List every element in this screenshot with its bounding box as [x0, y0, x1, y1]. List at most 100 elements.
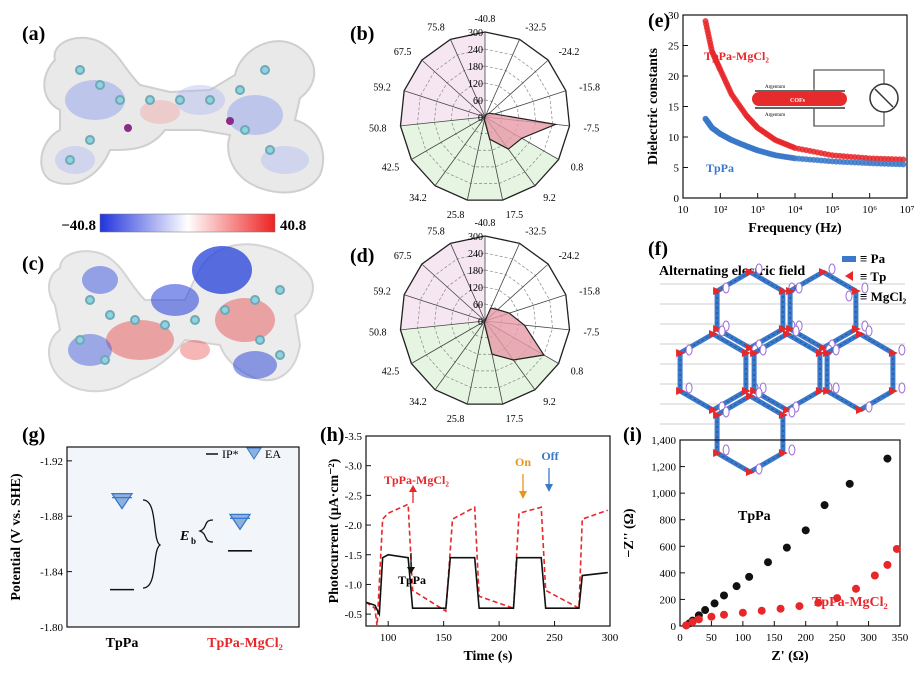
- y-tick-label-g: -1.84: [40, 567, 63, 579]
- legend-pa-symbol: [842, 256, 856, 262]
- x-tick-label-e: 10⁵: [825, 204, 840, 216]
- mgcl2-site: [898, 344, 906, 356]
- y-tick-label-e: 5: [674, 163, 680, 175]
- data-point-e: [900, 161, 907, 168]
- data-point-e: [900, 156, 907, 163]
- off-arrowhead: [545, 484, 553, 492]
- radar-spoke: [450, 39, 486, 118]
- tp-node: [746, 392, 755, 400]
- legend-mgcl2-text: ≡ MgCl₂: [860, 289, 906, 304]
- data-point-i: [757, 606, 766, 615]
- tp-node: [778, 411, 788, 419]
- data-point-i: [795, 602, 804, 611]
- radar-spoke: [421, 59, 486, 118]
- radar-ring: [417, 252, 553, 388]
- panel-label-g: (g): [22, 424, 45, 446]
- legend-ip-text: IP*: [222, 447, 239, 461]
- y-tick-label-h: -0.5: [345, 609, 363, 621]
- data-point-i: [833, 594, 842, 603]
- radar-category-label: 0.8: [571, 163, 584, 174]
- radar-sector: [411, 321, 485, 390]
- cof-schematic: Alternating electric field ≡ Pa ≡ Tp ≡ MgC…: [659, 251, 906, 476]
- radar-sector: [400, 321, 485, 364]
- legend-tp-symbol: [845, 271, 853, 281]
- inset-cof-bar: [752, 92, 847, 106]
- data-point-i: [883, 454, 892, 463]
- radar-category-label: 42.5: [382, 163, 400, 174]
- radar-radial-tick: 300: [468, 232, 483, 243]
- panel-label-d: (d): [350, 245, 374, 267]
- legend-tp-text: ≡ Tp: [860, 269, 886, 284]
- radar-radial-tick: 60: [473, 96, 483, 107]
- panel-label-f: (f): [648, 238, 668, 260]
- tp-node: [709, 330, 718, 338]
- tp-node: [815, 349, 825, 357]
- y-tick-label-h: -3.0: [345, 461, 363, 473]
- x-tick-label-h: 100: [380, 632, 397, 644]
- mgcl2-site: [755, 463, 763, 475]
- pa-linker-edge: [716, 395, 751, 416]
- radar-category-label: 67.5: [394, 251, 412, 262]
- x-tick-label-i: 100: [735, 632, 752, 644]
- tp-node: [713, 411, 723, 419]
- tp-node: [851, 325, 861, 333]
- radar-category-label: 75.8: [427, 23, 445, 34]
- panel-label-c: (c): [22, 253, 44, 275]
- tp-node: [819, 344, 828, 352]
- y-tick-label-i: 0: [671, 621, 677, 633]
- eb-annotation: E: [179, 529, 189, 544]
- mgcl2-site: [861, 282, 869, 294]
- radar-radial-tick: 240: [468, 249, 483, 260]
- radar-category-label: 67.5: [394, 47, 412, 58]
- radar-category-label: 50.8: [369, 327, 387, 338]
- radar-category-label: 9.2: [543, 397, 556, 408]
- radar-category-label: 34.2: [409, 397, 427, 408]
- radar-category-label: 17.5: [506, 210, 524, 221]
- tp-node: [746, 344, 755, 352]
- mgcl2-site: [795, 282, 803, 294]
- y-tick-label-i: 1,200: [651, 462, 676, 474]
- off-label: Off: [541, 449, 559, 463]
- y-tick-label-h: -3.5: [345, 431, 363, 443]
- radar-ring: [399, 31, 571, 201]
- pa-linker-edge: [749, 271, 784, 292]
- y-tick-label-h: -2.5: [345, 490, 363, 502]
- y-tick-label-i: 1,000: [651, 488, 676, 500]
- panel-label-b: (b): [350, 23, 374, 45]
- plot-frame-g: [66, 446, 300, 628]
- y-tick-label-h: -2.0: [345, 520, 363, 532]
- panel-label-i: (i): [623, 424, 642, 446]
- mgcl2-site: [718, 325, 726, 337]
- x-tick-label-e: 10⁶: [862, 204, 877, 216]
- mgcl2-site: [788, 444, 796, 456]
- tp-node: [676, 387, 686, 395]
- data-point-i: [707, 612, 716, 621]
- radar-sector: [450, 236, 485, 321]
- series-label-i: TpPa-MgCl₂: [812, 595, 888, 610]
- mgcl2-site: [759, 344, 767, 356]
- y-axis-label-e: Dielectric constants: [646, 47, 661, 165]
- data-point-i: [732, 582, 741, 591]
- x-axis-label-i: Z' (Ω): [771, 649, 809, 664]
- x-tick-label-e: 10⁷: [900, 204, 915, 216]
- y-tick-label-i: 800: [660, 515, 677, 527]
- radar-sector: [485, 243, 549, 321]
- radar-radial-tick: 0: [478, 113, 483, 124]
- tp-node: [783, 330, 792, 338]
- radar-chart-d: 0 60 120 180 240 300 -40.8 -32.5 -24.2 -15.8 -7.5 0…: [369, 218, 600, 425]
- pa-linker-edge: [786, 333, 821, 354]
- panel-label-e: (e): [648, 10, 670, 32]
- radar-ring: [450, 286, 520, 355]
- tp-node: [888, 349, 898, 357]
- radar-sector: [435, 117, 485, 201]
- pa-linker-edge: [859, 390, 894, 411]
- pa-linker-edge: [716, 271, 751, 292]
- category-label-g: TpPa: [106, 636, 139, 651]
- radar-sector: [450, 32, 485, 117]
- x-tick-label-i: 250: [829, 632, 846, 644]
- tp-node: [746, 468, 755, 476]
- x-tick-label-i: 200: [797, 632, 814, 644]
- mgcl2-site: [792, 325, 800, 337]
